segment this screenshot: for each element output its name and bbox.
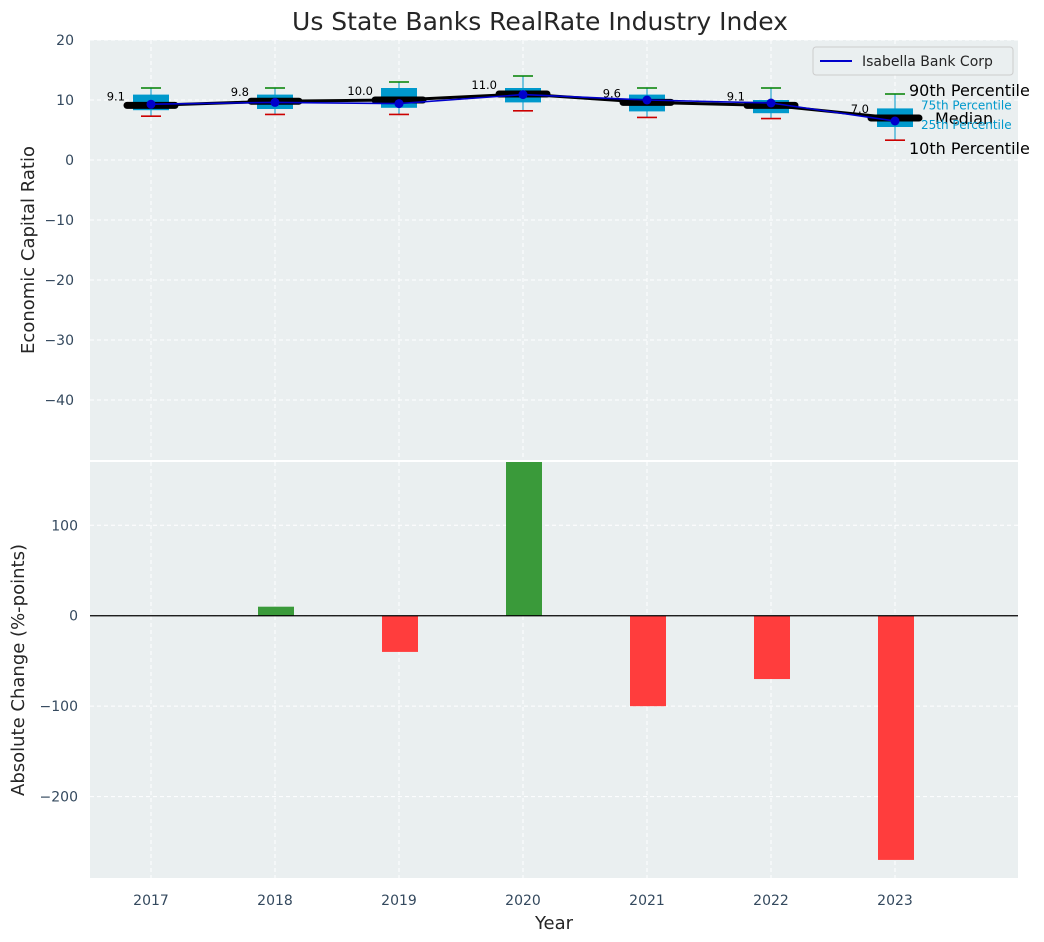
series-point [890, 116, 900, 126]
series-point [518, 90, 528, 100]
x-tick-label: 2020 [505, 893, 541, 909]
series-point [270, 97, 280, 107]
change-bar [382, 615, 418, 652]
y-tick-label: −200 [40, 790, 78, 806]
median-value-label: 9.8 [231, 85, 249, 99]
annotation-10th-percentile: 10th Percentile [909, 139, 1030, 158]
annotation-median: Median [935, 109, 993, 128]
y-tick-label: 100 [51, 518, 78, 534]
series-point [146, 99, 156, 109]
annotation-75th-percentile: 75th Percentile [921, 98, 1012, 112]
median-value-label: 9.1 [107, 89, 125, 103]
median-value-label: 9.1 [727, 89, 745, 103]
change-bars [258, 462, 914, 860]
series-point [394, 99, 404, 109]
y-tick-label: 10 [56, 93, 74, 109]
x-tick-label: 2019 [381, 893, 417, 909]
median-value-labels: 9.1 9.8 10.0 11.0 9.6 9.1 7.0 [107, 78, 869, 116]
x-tick-label: 2018 [257, 893, 293, 909]
y-tick-label: −30 [44, 333, 74, 349]
median-value-label: 7.0 [851, 102, 869, 116]
top-plot-area [90, 40, 1018, 460]
annotation-25th-percentile: 25th Percentile [921, 118, 1012, 132]
bottom-plot-area [90, 462, 1018, 878]
top-y-ticks: 20 10 0 −10 −20 −30 −40 [44, 33, 74, 409]
x-axis-label: Year [534, 913, 574, 934]
x-tick-label: 2021 [629, 893, 665, 909]
change-bar [506, 462, 542, 616]
y-tick-label: 20 [56, 33, 74, 49]
y-tick-label: −100 [40, 699, 78, 715]
change-bar [878, 615, 914, 860]
top-y-axis-label: Economic Capital Ratio [18, 146, 39, 354]
y-tick-label: −40 [44, 393, 74, 409]
bottom-y-ticks: 100 0 −100 −200 [40, 518, 78, 805]
top-grid [90, 39, 1018, 460]
y-tick-label: −20 [44, 273, 74, 289]
x-tick-label: 2023 [877, 893, 913, 909]
company-series [146, 90, 900, 126]
bottom-y-axis-label: Absolute Change (%-points) [8, 544, 29, 796]
x-tick-label: 2022 [753, 893, 789, 909]
annotation-90th-percentile: 90th Percentile [909, 81, 1030, 100]
y-tick-label: 0 [65, 153, 74, 169]
legend-box [812, 46, 1014, 76]
y-tick-label: 0 [69, 609, 78, 625]
series-point [766, 98, 776, 108]
series-point [642, 95, 652, 105]
change-bar [754, 615, 790, 680]
change-bar [630, 615, 666, 707]
legend-label: Isabella Bank Corp [862, 54, 993, 70]
change-bar [258, 606, 294, 616]
median-value-label: 9.6 [603, 86, 621, 100]
chart-title: Us State Banks RealRate Industry Index [292, 7, 788, 36]
y-tick-label: −10 [44, 213, 74, 229]
median-value-label: 11.0 [471, 78, 497, 92]
x-ticks: 2017 2018 2019 2020 2021 2022 2023 [133, 893, 913, 909]
legend: Isabella Bank Corp [812, 46, 1014, 76]
x-tick-label: 2017 [133, 893, 169, 909]
median-value-label: 10.0 [347, 84, 373, 98]
